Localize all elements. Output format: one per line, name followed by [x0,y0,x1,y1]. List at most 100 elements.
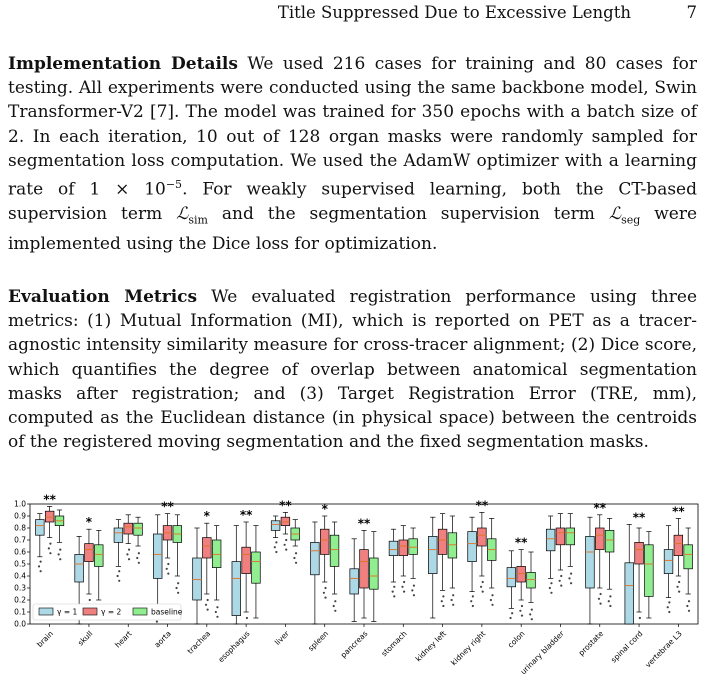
box-iqr [251,551,261,584]
outlier-point [47,547,50,550]
box-iqr [123,522,133,535]
outlier-point [520,604,524,608]
outlier-point [167,562,170,566]
outlier-point [530,608,533,611]
outlier-point [59,548,62,551]
legend-swatch [38,607,54,616]
outlier-point [126,553,129,556]
box-iqr [516,566,526,583]
outlier-point [322,591,326,594]
box-spleen-2 [329,521,340,612]
x-tick-label: heart [113,629,134,650]
box-spinal-cord-0 [624,524,634,625]
outlier-point [686,604,689,608]
running-head: Title Suppressed Due to Excessive Length… [0,3,697,25]
box-iqr [683,544,693,570]
box-iqr [359,549,369,589]
outlier-point [393,595,396,598]
outlier-point [609,595,612,598]
box-iqr [192,557,202,601]
outlier-point [294,552,298,555]
box-trachea-1 [202,522,212,611]
outlier-point [442,604,445,608]
box-iqr [320,528,330,555]
outlier-point [334,609,337,612]
box-esophagus-1 [241,521,251,620]
outlier-point [37,565,41,568]
dice-boxplot-figure: 0.00.10.20.30.40.50.60.70.80.91.0brain**… [14,494,699,676]
outlier-point [411,589,414,592]
loss-seg-main: ℒ [608,203,622,224]
significance-marker: ** [672,504,685,518]
box-iqr [35,519,45,536]
box-iqr [545,528,556,552]
box-iqr [84,543,94,562]
box-iqr [280,516,291,526]
box-colon-0 [506,550,517,620]
x-tick-label: kidney left [414,629,448,663]
outlier-point [136,556,139,560]
impl-text-d: were implemented using the Dice loss for… [8,203,698,255]
outlier-point [206,608,209,611]
outlier-point [245,616,249,620]
outlier-point [491,594,494,597]
outlier-point [285,538,288,542]
box-trachea-0 [192,527,202,625]
box-iqr [428,536,438,574]
legend-label: γ = 2 [101,608,121,617]
significance-marker: * [86,515,93,529]
outlier-point [569,582,573,585]
outlier-point [177,591,180,594]
outlier-point [607,600,610,603]
outlier-point [560,574,563,578]
outlier-point [177,582,180,585]
y-tick-label: 0.1 [14,608,26,617]
box-urinary-bladder-0 [545,515,556,594]
box-iqr [74,554,84,583]
loss-seg-symbol: ℒseg [608,203,641,227]
box-iqr [447,532,458,559]
outlier-point [116,574,119,578]
impl-text-a: We used 216 cases for training and 80 ca… [8,54,697,200]
outlier-point [452,603,455,606]
outlier-point [548,586,551,590]
outlier-point [597,597,601,600]
box-kidney-right-2 [487,518,497,606]
chart-legend: γ = 1 γ = 2 baseline [32,603,183,621]
outlier-point [293,556,296,560]
box-pancreas-0 [349,538,359,622]
x-tick-label: vertebrae L3 [643,629,684,670]
outlier-point [530,618,533,621]
x-tick-label: skull [76,629,94,647]
outlier-point [175,586,178,590]
box-kidney-left-1 [437,513,448,608]
box-heart-0 [113,519,124,582]
box-iqr [565,527,575,546]
outlier-point [638,616,641,620]
box-liver-1 [280,512,291,551]
significance-marker: ** [593,501,606,515]
outlier-point [137,552,140,555]
box-prostate-1 [595,514,605,605]
significance-marker: ** [161,500,174,514]
outlier-point [283,543,286,546]
box-iqr [437,528,448,555]
box-iqr [231,561,241,616]
box-iqr [673,534,684,556]
evaluation-metrics-heading: Evaluation Metrics [8,287,198,307]
box-iqr [153,533,163,579]
x-tick-label: prostate [577,629,606,658]
x-tick-label: aorta [153,629,173,649]
box-iqr [467,531,477,562]
box-liver-0 [270,515,281,554]
outlier-point [165,567,168,570]
implementation-details-paragraph: Implementation Details We used 216 cases… [8,52,697,257]
box-iqr [329,534,340,567]
box-stomach-2 [408,527,418,597]
legend-label: baseline [151,608,183,617]
loss-seg-subscript: seg [621,213,641,227]
box-liver-2 [290,519,300,564]
box-aorta-2 [172,514,183,594]
outlier-point [118,579,121,582]
significance-marker: ** [515,536,528,550]
